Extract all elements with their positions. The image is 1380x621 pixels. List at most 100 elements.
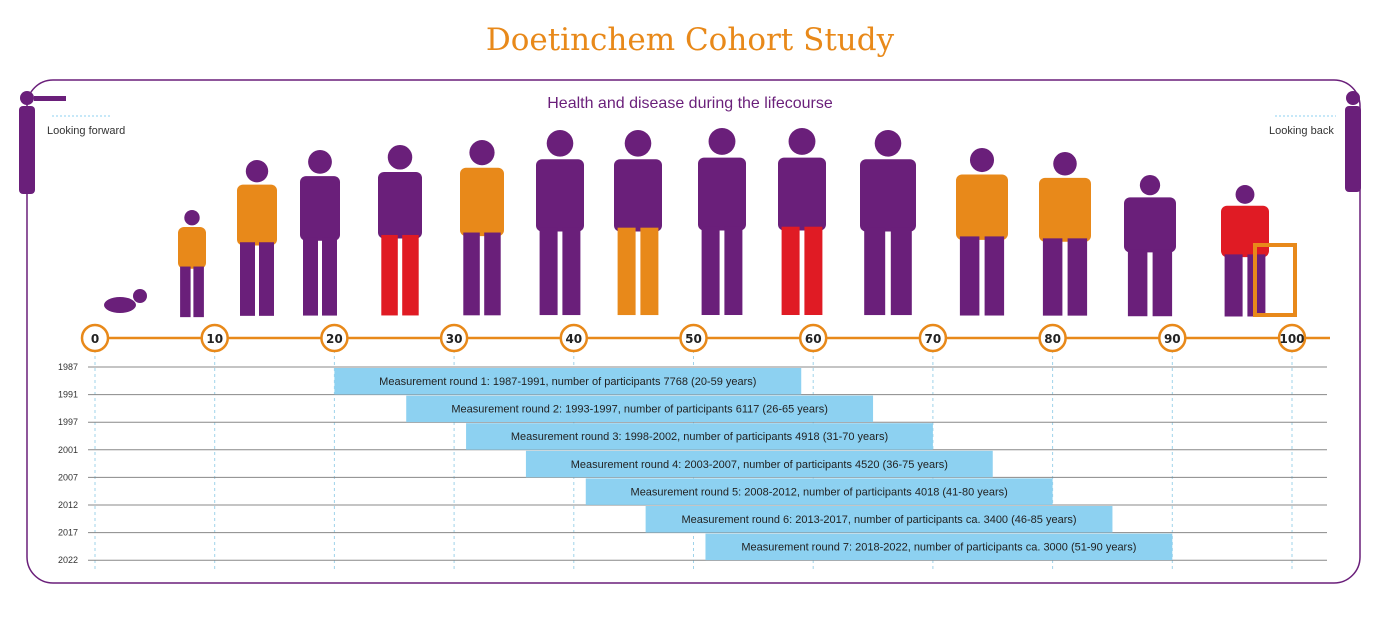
head xyxy=(387,145,413,170)
right-leg xyxy=(804,226,823,316)
frame xyxy=(26,79,1361,584)
right-leg xyxy=(562,227,581,316)
age-tick-circle xyxy=(798,323,828,353)
head xyxy=(1139,175,1161,196)
looking-back-label: Looking back xyxy=(1269,125,1334,137)
person-silhouette-icon xyxy=(860,130,916,316)
year-label: 1997 xyxy=(58,417,78,427)
measurement-round-label: Measurement round 3: 1998-2002, number o… xyxy=(511,431,888,443)
left-leg xyxy=(1127,249,1148,317)
measurement-round-bar xyxy=(466,423,933,450)
right-leg xyxy=(640,227,659,316)
head xyxy=(1235,185,1255,204)
right-leg xyxy=(259,242,274,316)
person-silhouette-icon xyxy=(1039,152,1091,316)
walker-icon xyxy=(1253,243,1297,317)
head xyxy=(788,128,816,155)
age-tick-circle xyxy=(80,323,110,353)
left-leg xyxy=(240,242,255,316)
head xyxy=(1346,91,1360,105)
person-silhouette-icon xyxy=(536,130,584,316)
right-leg xyxy=(1067,238,1088,316)
torso xyxy=(614,159,662,232)
body xyxy=(1345,106,1361,192)
year-label: 2012 xyxy=(58,500,78,510)
torso xyxy=(860,159,916,232)
left-leg xyxy=(959,236,980,316)
left-leg xyxy=(1042,238,1063,316)
year-label: 2022 xyxy=(58,555,78,565)
figure-silhouettes xyxy=(19,91,1361,318)
torso xyxy=(378,171,422,239)
subtitle: Health and disease during the lifecourse xyxy=(547,95,833,112)
page-title: Doetinchem Cohort Study xyxy=(485,22,895,58)
age-tick-circle xyxy=(1277,323,1307,353)
measurement-round-label: Measurement round 6: 2013-2017, number o… xyxy=(682,514,1077,526)
looking-forward-label: Looking forward xyxy=(47,125,126,137)
age-tick-label: 20 xyxy=(326,332,343,346)
torso xyxy=(1039,177,1091,242)
measurement-round-label: Measurement round 1: 1987-1991, number o… xyxy=(379,376,756,388)
torso xyxy=(237,184,277,246)
left-leg xyxy=(1224,254,1243,317)
year-label: 1991 xyxy=(58,390,78,400)
left-leg xyxy=(463,232,480,316)
person-silhouette-icon xyxy=(460,140,504,316)
head xyxy=(1053,152,1077,176)
age-tick-label: 0 xyxy=(91,332,99,346)
measurement-round-bar xyxy=(334,368,802,395)
head xyxy=(874,130,902,157)
torso xyxy=(536,159,584,232)
measurement-round-label: Measurement round 4: 2003-2007, number o… xyxy=(571,459,948,471)
age-tick-label: 10 xyxy=(206,332,223,346)
year-label: 2017 xyxy=(58,528,78,538)
right-leg xyxy=(1152,249,1173,317)
age-tick-circle xyxy=(679,323,708,353)
torso xyxy=(460,167,504,237)
age-tick-circle xyxy=(1158,323,1187,353)
age-tick-circle xyxy=(1038,323,1067,353)
head xyxy=(624,130,652,157)
measurement-round-label: Measurement round 7: 2018-2022, number o… xyxy=(741,542,1136,554)
left-leg xyxy=(701,226,720,316)
age-tick-label: 60 xyxy=(805,332,822,346)
head xyxy=(20,91,34,105)
right-leg xyxy=(322,237,337,316)
head xyxy=(708,128,736,155)
person-with-telescope-icon xyxy=(19,91,112,194)
head xyxy=(133,289,147,303)
person-with-binoculars-icon xyxy=(1275,91,1361,192)
age-tick-circle xyxy=(918,323,948,353)
right-leg xyxy=(890,227,912,316)
right-leg xyxy=(484,232,501,316)
measurement-round-bar xyxy=(585,478,1053,505)
age-tick-label: 70 xyxy=(925,332,942,346)
left-leg xyxy=(539,227,558,316)
age-tick-label: 40 xyxy=(565,332,582,346)
measurement-round-bar xyxy=(645,506,1113,533)
person-silhouette-icon xyxy=(1221,185,1269,317)
telescope xyxy=(34,96,66,101)
person-silhouette-icon xyxy=(1124,175,1176,317)
left-leg xyxy=(180,266,191,318)
right-leg xyxy=(193,266,204,318)
age-tick-circle xyxy=(439,323,469,353)
person-silhouette-icon xyxy=(178,210,206,318)
age-tick-label: 100 xyxy=(1279,332,1304,346)
right-leg xyxy=(402,234,419,316)
age-tick-label: 80 xyxy=(1044,332,1061,346)
measurement-round-label: Measurement round 5: 2008-2012, number o… xyxy=(631,486,1008,498)
age-tick-circle xyxy=(559,323,589,353)
torso xyxy=(1221,205,1269,258)
crawling-baby-icon xyxy=(104,289,147,313)
left-leg xyxy=(781,226,800,316)
year-label: 1987 xyxy=(58,362,78,372)
person-silhouette-icon xyxy=(956,148,1008,316)
person-silhouette-icon xyxy=(300,150,340,316)
age-tick-circle xyxy=(200,323,229,353)
head xyxy=(245,160,269,183)
year-label: 2001 xyxy=(58,445,78,455)
body xyxy=(19,106,35,194)
person-silhouette-icon xyxy=(614,130,662,316)
measurement-round-bar xyxy=(525,450,993,478)
